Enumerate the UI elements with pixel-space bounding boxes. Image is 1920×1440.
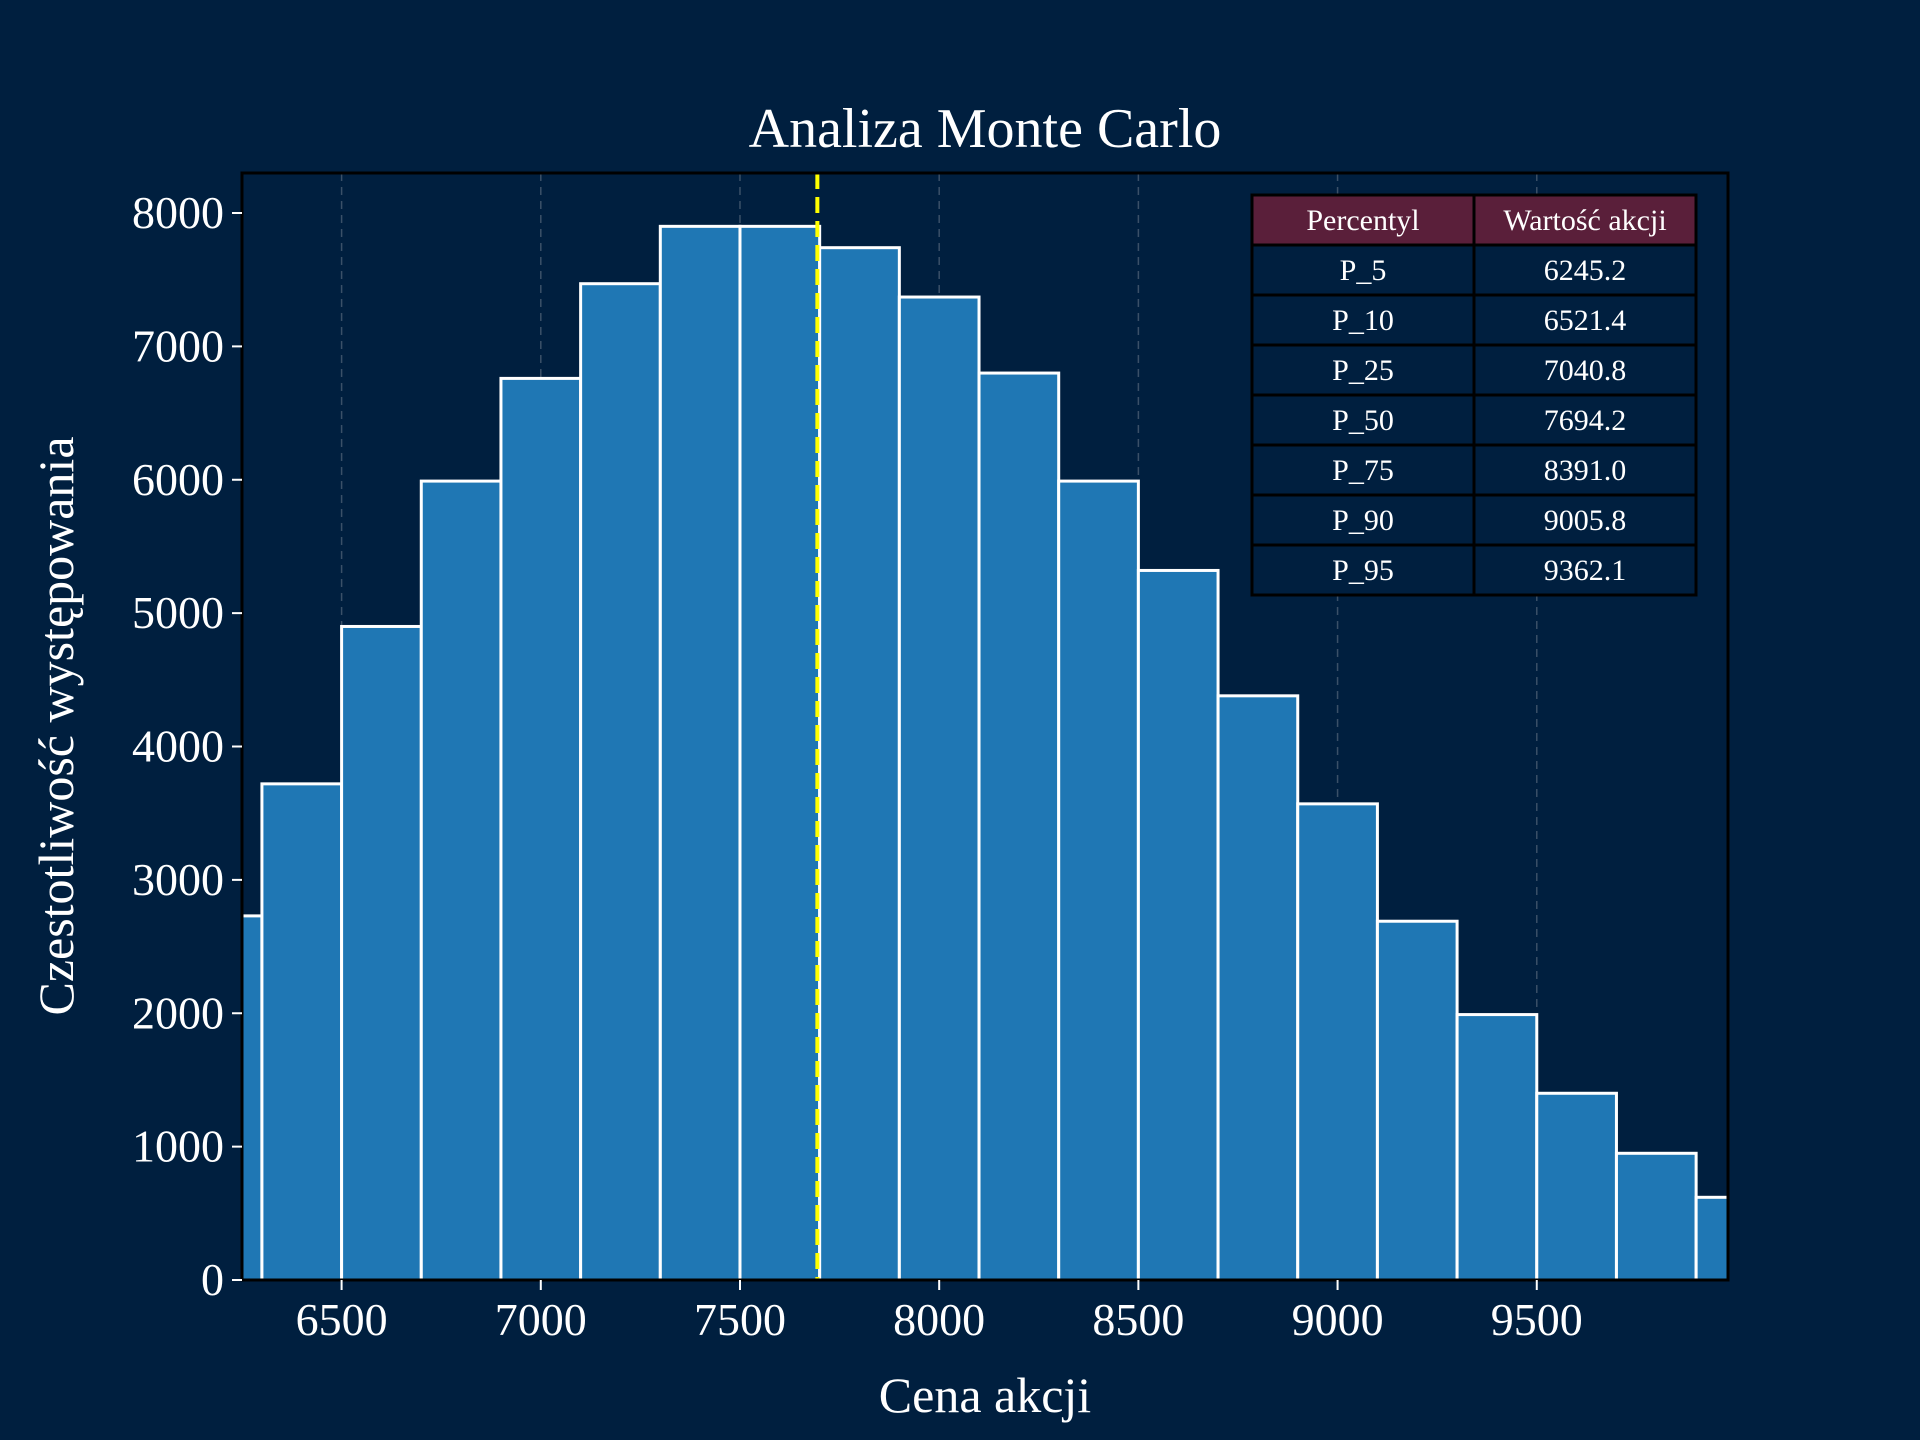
histogram-bar	[1455, 1013, 1539, 1280]
x-tick-label: 8500	[1092, 1294, 1184, 1345]
y-axis: 0 1000 2000 3000 4000 5000 6000 7000 8000	[132, 187, 242, 1305]
histogram-bar	[977, 371, 1061, 1280]
table-cell-text: 8391.0	[1544, 454, 1627, 487]
table-cell-text: P_5	[1340, 254, 1387, 287]
y-tick-label: 7000	[132, 320, 224, 371]
histogram-bar	[1694, 1195, 1728, 1280]
table-header-text: Wartość akcji	[1503, 204, 1666, 237]
histogram-bars	[242, 224, 1728, 1280]
histogram-bar	[1216, 694, 1300, 1280]
y-tick-label: 1000	[132, 1121, 224, 1172]
table-cell-text: P_75	[1332, 454, 1394, 487]
table-cell	[1472, 343, 1698, 397]
x-tick-label: 7500	[694, 1294, 786, 1345]
histogram-bar	[1296, 802, 1379, 1280]
table-cell-text: P_25	[1332, 354, 1394, 387]
y-tick-label: 8000	[132, 187, 224, 238]
x-tick-label: 9000	[1292, 1294, 1384, 1345]
histogram-bar	[1535, 1091, 1618, 1280]
histogram-bar	[818, 246, 901, 1280]
histogram-bar	[499, 376, 583, 1280]
x-axis: 6500 7000 7500 8000 8500 9000 9500	[296, 1280, 1583, 1345]
table-cell-text: 6521.4	[1544, 304, 1627, 337]
histogram-bar	[1136, 568, 1220, 1280]
histogram-bar	[242, 914, 264, 1280]
table-cell	[1472, 443, 1698, 497]
table-cell-text: 9362.1	[1544, 554, 1627, 587]
table-cell-text: P_95	[1332, 554, 1394, 587]
chart-title: Analiza Monte Carlo	[749, 98, 1222, 160]
plot-frame	[240, 171, 1730, 1282]
percentile-table: Percentyl Wartość akcji P_5 6245.2 P_10 6521.…	[1250, 193, 1698, 597]
x-tick-label: 8000	[893, 1294, 985, 1345]
histogram-bar	[658, 224, 742, 1280]
table-cell	[1472, 393, 1698, 447]
table-cell-text: P_50	[1332, 404, 1394, 437]
table-cell-text: 6245.2	[1544, 254, 1627, 287]
histogram-bar	[1375, 919, 1459, 1280]
y-tick-label: 2000	[132, 987, 224, 1038]
histogram-bar	[1614, 1151, 1698, 1280]
histogram-bar	[1057, 479, 1140, 1280]
histogram-bar	[340, 624, 423, 1280]
y-tick-label: 3000	[132, 854, 224, 905]
table-cell-text: 7694.2	[1544, 404, 1627, 437]
table-cell	[1472, 543, 1698, 597]
y-tick-label: 0	[201, 1254, 224, 1305]
x-axis-title: Cena akcji	[879, 1367, 1091, 1423]
table-header-text: Percentyl	[1306, 204, 1419, 237]
histogram-bar	[897, 295, 981, 1280]
histogram-bar	[738, 224, 822, 1280]
table-cell	[1250, 543, 1476, 597]
y-tick-label: 6000	[132, 454, 224, 505]
table-cell-text: P_90	[1332, 504, 1394, 537]
table-cell	[1472, 493, 1698, 547]
histogram-bar	[260, 782, 344, 1280]
histogram-bar	[579, 282, 662, 1280]
y-tick-label: 5000	[132, 587, 224, 638]
x-tick-label: 6500	[296, 1294, 388, 1345]
x-tick-label: 7000	[495, 1294, 587, 1345]
table-cell	[1250, 443, 1476, 497]
y-axis-title: Czestotliwość występowania	[28, 436, 84, 1015]
table-cell	[1472, 293, 1698, 347]
table-header-cell	[1250, 193, 1476, 247]
table-cell-text: 7040.8	[1544, 354, 1627, 387]
x-tick-label: 9500	[1491, 1294, 1583, 1345]
histogram-bar	[419, 479, 503, 1280]
table-cell-text: 9005.8	[1544, 504, 1627, 537]
y-tick-label: 4000	[132, 721, 224, 772]
table-cell-text: P_10	[1332, 304, 1394, 337]
